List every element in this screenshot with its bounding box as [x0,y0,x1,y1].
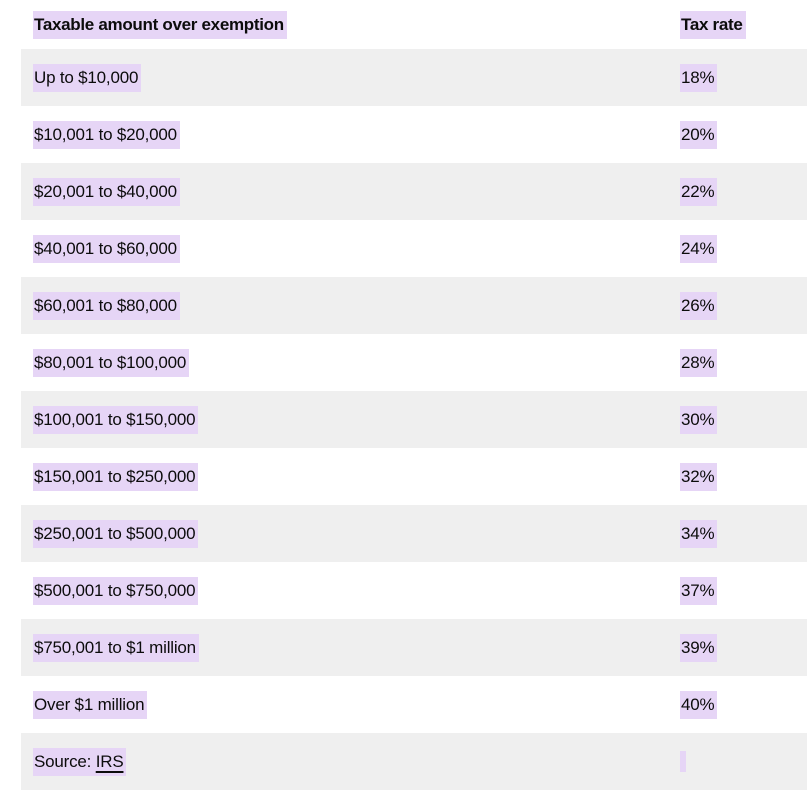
row-range-value: $100,001 to $150,000 [33,405,199,434]
irs-link[interactable]: IRS [95,751,124,771]
table-row: $80,001 to $100,000 28% [21,334,807,391]
table-row: $10,001 to $20,000 20% [21,106,807,163]
row-range-cell: $250,001 to $500,000 [21,519,199,548]
row-rate-cell: 37% [680,576,718,605]
row-range-cell: $20,001 to $40,000 [21,177,180,206]
row-range-cell: $40,001 to $60,000 [21,234,180,263]
table-row: $60,001 to $80,000 26% [21,277,807,334]
header-tax-rate-label: Tax rate [680,10,746,39]
table-row: Over $1 million 40% [21,676,807,733]
row-range-cell: $80,001 to $100,000 [21,348,190,377]
row-rate-value: 22% [680,177,718,206]
row-range-value: Over $1 million [33,690,148,719]
row-range-value: $10,001 to $20,000 [33,120,180,149]
row-range-value: Up to $10,000 [33,63,142,92]
row-range-cell: $10,001 to $20,000 [21,120,180,149]
row-rate-cell: 30% [680,405,718,434]
row-rate-value: 18% [680,63,718,92]
row-range-cell: $60,001 to $80,000 [21,291,180,320]
header-taxable-amount: Taxable amount over exemption [0,10,287,39]
source-prefix: Source: [34,751,96,771]
header-taxable-amount-label: Taxable amount over exemption [33,10,287,39]
row-rate-cell: 26% [680,291,718,320]
row-rate-cell: 20% [680,120,718,149]
row-rate-value: 39% [680,633,718,662]
row-rate-value: 34% [680,519,718,548]
table-row: $750,001 to $1 million 39% [21,619,807,676]
empty-selection-bar [680,751,686,772]
row-range-value: $40,001 to $60,000 [33,234,180,263]
row-range-cell: $100,001 to $150,000 [21,405,199,434]
row-range-value: $80,001 to $100,000 [33,348,190,377]
row-rate-cell: 24% [680,234,718,263]
table-row: $500,001 to $750,000 37% [21,562,807,619]
table-row: $250,001 to $500,000 34% [21,505,807,562]
row-range-value: $20,001 to $40,000 [33,177,180,206]
row-range-value: $150,001 to $250,000 [33,462,199,491]
table-row: $20,001 to $40,000 22% [21,163,807,220]
row-rate-value: 20% [680,120,718,149]
row-rate-cell: 40% [680,690,718,719]
source-text: Source: IRS [33,747,127,776]
row-rate-value: 32% [680,462,718,491]
table-row: $40,001 to $60,000 24% [21,220,807,277]
row-rate-cell: 39% [680,633,718,662]
row-rate-value: 26% [680,291,718,320]
source-row: Source: IRS [21,733,807,790]
row-rate-cell: 18% [680,63,718,92]
row-range-value: $750,001 to $1 million [33,633,199,662]
row-range-cell: $150,001 to $250,000 [21,462,199,491]
source-cell: Source: IRS [21,747,127,776]
row-range-value: $60,001 to $80,000 [33,291,180,320]
row-range-cell: $750,001 to $1 million [21,633,199,662]
row-range-cell: $500,001 to $750,000 [21,576,199,605]
table-header-row: Taxable amount over exemption Tax rate [0,0,807,49]
row-rate-value: 28% [680,348,718,377]
row-range-value: $250,001 to $500,000 [33,519,199,548]
table-row: $100,001 to $150,000 30% [21,391,807,448]
header-tax-rate: Tax rate [680,10,746,39]
table-row: $150,001 to $250,000 32% [21,448,807,505]
row-rate-value: 24% [680,234,718,263]
row-rate-value: 37% [680,576,718,605]
row-rate-value: 40% [680,690,718,719]
row-range-cell: Over $1 million [21,690,148,719]
row-rate-cell: 34% [680,519,718,548]
row-range-value: $500,001 to $750,000 [33,576,199,605]
row-range-cell: Up to $10,000 [21,63,142,92]
source-rate-cell [680,751,686,772]
row-rate-cell: 32% [680,462,718,491]
table-row: Up to $10,000 18% [21,49,807,106]
row-rate-cell: 28% [680,348,718,377]
row-rate-cell: 22% [680,177,718,206]
row-rate-value: 30% [680,405,718,434]
